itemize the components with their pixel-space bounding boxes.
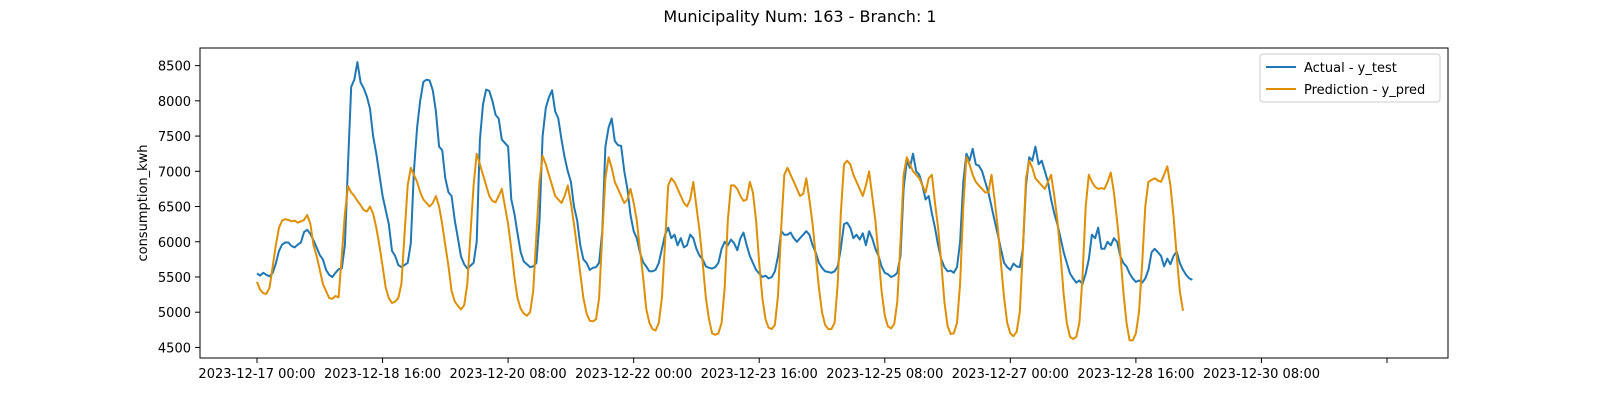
x-tick-label: 2023-12-27 00:00: [952, 367, 1069, 382]
x-tick-label: 2023-12-17 00:00: [198, 367, 315, 382]
y-tick-label: 5000: [158, 306, 191, 321]
x-tick-label: 2023-12-25 08:00: [826, 367, 943, 382]
y-tick-label: 5500: [158, 271, 191, 286]
chart-title: Municipality Num: 163 - Branch: 1: [663, 7, 936, 26]
x-tick-label: 2023-12-28 16:00: [1077, 367, 1194, 382]
x-tick-label: 2023-12-20 08:00: [450, 367, 567, 382]
y-tick-label: 8500: [158, 60, 191, 75]
x-axis: 2023-12-17 00:00 2023-12-18 16:00 2023-12-…: [198, 358, 1388, 382]
y-tick-label: 7000: [158, 165, 191, 180]
y-tick-label: 6000: [158, 236, 191, 251]
plot-area: [256, 61, 1193, 342]
series-line-actual: [256, 61, 1193, 285]
y-tick-label: 7500: [158, 130, 191, 145]
y-tick-label: 6500: [158, 201, 191, 216]
series-line-prediction: [256, 152, 1184, 342]
y-tick-label: 4500: [158, 341, 191, 356]
x-tick-label: 2023-12-18 16:00: [324, 367, 441, 382]
y-axis-label: consumption_kwh: [136, 144, 151, 261]
x-tick-label: 2023-12-22 00:00: [575, 367, 692, 382]
y-tick-label: 8000: [158, 95, 191, 110]
legend-label-actual: Actual - y_test: [1304, 61, 1397, 76]
legend: Actual - y_test Prediction - y_pred: [1259, 53, 1441, 103]
y-axis: 4500 5000 5500 6000 6500 7000 7500 8000 8500: [158, 60, 200, 356]
legend-label-prediction: Prediction - y_pred: [1304, 83, 1425, 98]
plot-frame: [199, 47, 1449, 359]
legend-box: [1259, 53, 1441, 103]
x-tick-label: 2023-12-30 08:00: [1203, 367, 1320, 382]
x-tick-label: 2023-12-23 16:00: [701, 367, 818, 382]
